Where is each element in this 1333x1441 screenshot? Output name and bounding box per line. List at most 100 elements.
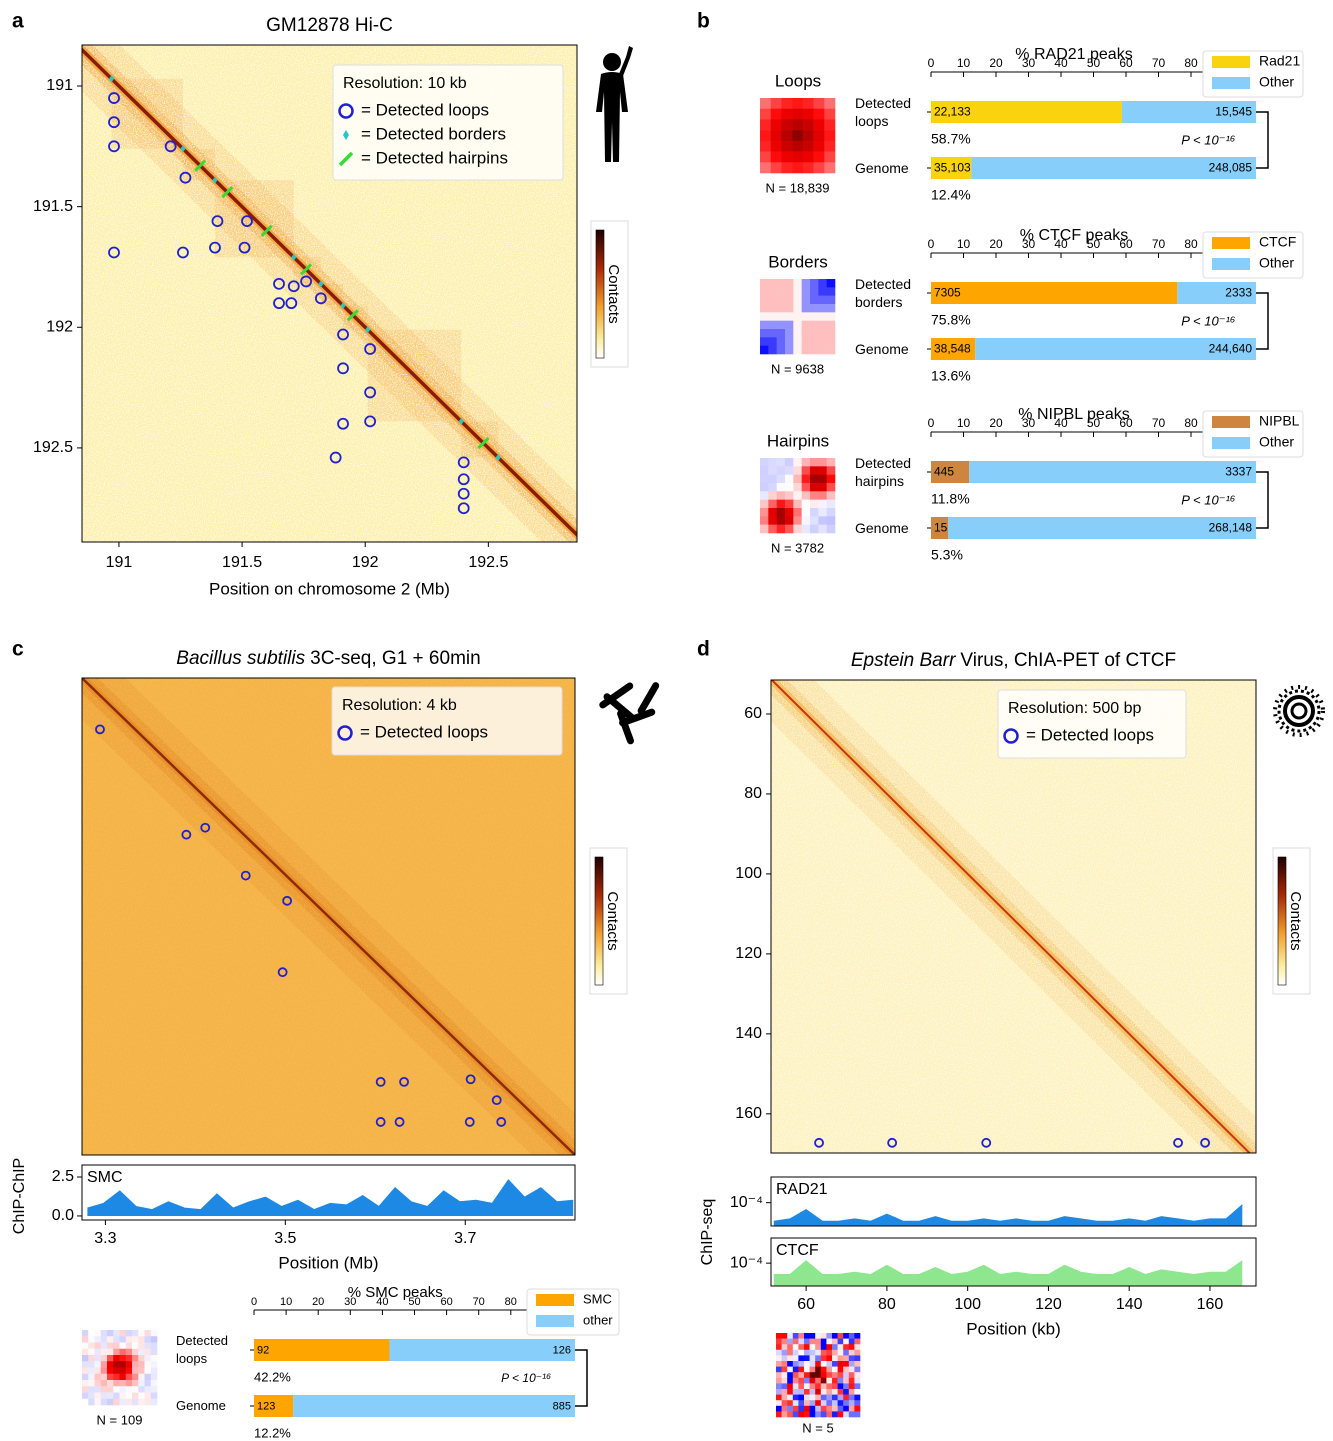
y-tick-label: 192 (46, 318, 73, 335)
y-tick-label: 191.5 (33, 198, 73, 215)
percent-label: 12.2% (254, 1425, 291, 1440)
pileup-cell (854, 1349, 861, 1356)
pileup-cell (854, 1372, 861, 1379)
pileup-cell (82, 1348, 89, 1356)
pileup-cell (792, 1349, 799, 1356)
pileup-cell (760, 108, 772, 120)
legend-title: Resolution: 4 kb (342, 697, 457, 714)
pileup-cell (793, 279, 802, 288)
pileup-cell (854, 1400, 861, 1407)
loop-marker (364, 386, 377, 399)
legend-patch (1212, 56, 1250, 68)
diagonal (82, 47, 577, 538)
bar-segment (948, 517, 1256, 539)
pileup-cell (793, 483, 802, 492)
pileup-cell (781, 140, 793, 152)
pileup-cell (88, 1361, 95, 1368)
pileup-cell (107, 1367, 114, 1375)
pileup-cell (809, 1405, 816, 1412)
pileup-cell (826, 320, 836, 330)
panel-title: Epstein Barr Virus, ChIA-PET of CTCF (851, 650, 1176, 671)
pileup-cell (832, 1338, 838, 1345)
legend-symbol (338, 103, 354, 119)
pileup-cell (843, 1405, 850, 1412)
x-tick-label: 30 (344, 1296, 356, 1308)
pileup-cell (798, 1405, 805, 1412)
pileup-cell (809, 1394, 816, 1401)
legend-title: Resolution: 10 kb (343, 75, 467, 92)
pileup-cell (781, 1372, 788, 1379)
pileup-cell (837, 1394, 844, 1401)
pileup-cell (804, 1355, 810, 1362)
pileup-cell (818, 508, 827, 517)
panel-label: b (697, 10, 710, 33)
bracket (1256, 292, 1269, 350)
pileup-cell (820, 1338, 827, 1345)
pileup-cell (813, 130, 825, 142)
pileup-cell (848, 1361, 855, 1367)
pileup-cell (125, 1330, 133, 1337)
pileup-cell (150, 1386, 158, 1393)
pileup-cell (150, 1380, 158, 1387)
border-marker (212, 176, 218, 184)
bar-segment (969, 461, 1256, 483)
pileup-cell (787, 1333, 794, 1339)
heatmap-frame (81, 44, 578, 543)
pileup-cell (781, 119, 793, 131)
pileup-cell (113, 1367, 120, 1375)
pileup-cell (768, 345, 777, 355)
pileup-cell (802, 130, 814, 142)
x-tick-label: 40 (1054, 416, 1068, 430)
pileup-cell (781, 1338, 788, 1345)
loop-marker (108, 92, 120, 104)
loop-marker (399, 1076, 409, 1087)
loop-marker (108, 246, 120, 259)
pileup-cell (132, 1330, 139, 1337)
pileup-cell (793, 491, 802, 500)
pileup-cell (785, 474, 794, 484)
pileup-cell (792, 1389, 799, 1395)
pileup-cell (801, 474, 811, 484)
pileup-cell (792, 1377, 799, 1384)
pileup-cell (809, 1411, 816, 1418)
pileup-cell (826, 458, 836, 467)
pileup-cell (832, 1366, 838, 1373)
x-tick-label: 50 (1087, 56, 1101, 70)
y-tick-label: 60 (744, 705, 762, 722)
pileup-cell (810, 524, 819, 534)
pileup-cell (94, 1355, 102, 1362)
pileup-cell (804, 1405, 810, 1412)
pileup-cell (854, 1361, 861, 1367)
x-tick-label: 70 (1152, 237, 1166, 251)
pileup-cell (150, 1392, 158, 1400)
pileup-cell (785, 312, 794, 321)
y-tick-label: 0.0 (52, 1207, 74, 1224)
track-frame (770, 1176, 1257, 1227)
pileup-cell (760, 508, 769, 517)
pileup-cell (100, 1348, 108, 1356)
loop-marker (240, 870, 251, 881)
pileup-cell (818, 337, 827, 346)
pileup-cell (810, 499, 819, 509)
pileup-cell (804, 1394, 810, 1401)
pileup-cell (820, 1355, 827, 1362)
loop-marker (375, 1076, 386, 1087)
heatmap (771, 680, 1256, 1153)
pileup-cell (787, 1411, 794, 1418)
pileup-cell (809, 1349, 816, 1356)
x-tick-label: 20 (312, 1296, 324, 1308)
pileup-cell (843, 1366, 850, 1373)
pileup-cell (820, 1394, 827, 1401)
pileup-cell (843, 1377, 850, 1384)
legend-symbol (1003, 728, 1019, 744)
pileup-cell (793, 295, 802, 305)
pileup-cell (815, 1394, 822, 1401)
x-tick-label: 30 (1022, 416, 1036, 430)
bar-segment (254, 1339, 390, 1361)
legend-label: SMC (583, 1291, 612, 1306)
pileup-cell (760, 329, 769, 338)
loop-marker (491, 1095, 502, 1106)
pileup-cell (785, 320, 794, 330)
pileup-cell (781, 1344, 788, 1351)
category-label: Detected borders (855, 276, 912, 310)
